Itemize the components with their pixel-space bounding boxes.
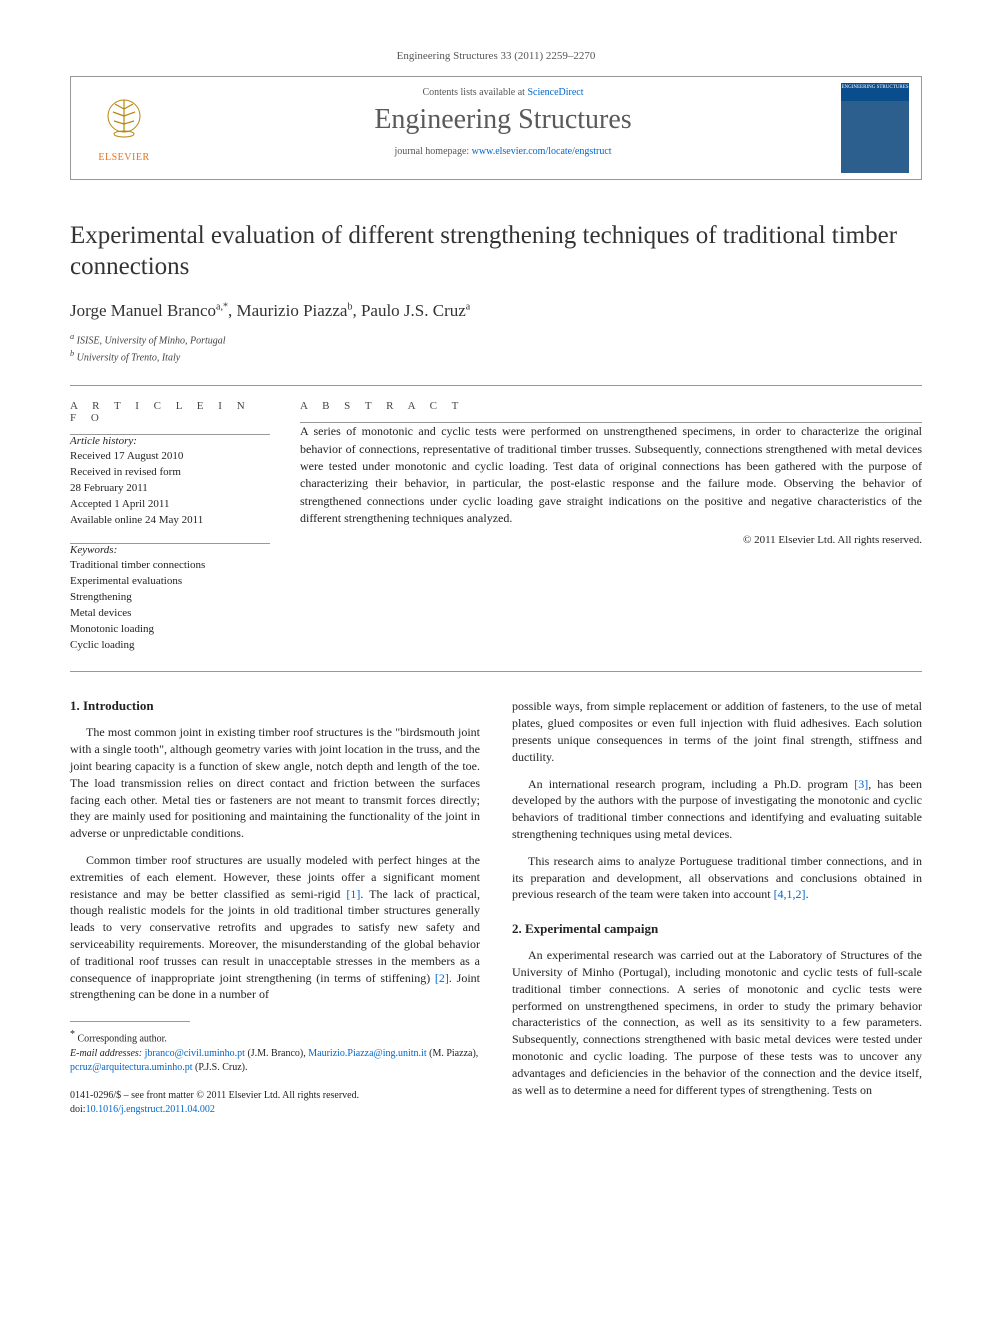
article-info-head: A R T I C L E I N F O [70,400,270,424]
doi-link[interactable]: 10.1016/j.engstruct.2011.04.002 [86,1104,215,1115]
email-who-2: (M. Piazza) [429,1048,476,1059]
affiliation-a: a ISISE, University of Minho, Portugal [70,331,922,348]
author-3-name: Paulo J.S. Cruz [361,301,466,320]
s1-p1: The most common joint in existing timber… [70,724,480,842]
s1-p2: Common timber roof structures are usuall… [70,852,480,1003]
doi-block: 0141-0296/$ – see front matter © 2011 El… [70,1089,480,1117]
author-3: Paulo J.S. Cruza [361,301,470,320]
affil-a-mark: a [70,332,74,341]
affiliations: a ISISE, University of Minho, Portugal b… [70,331,922,366]
header-center: Contents lists available at ScienceDirec… [177,77,829,179]
doi-label: doi: [70,1104,86,1115]
history-line: Accepted 1 April 2011 [70,497,270,513]
author-1-marks: a,* [216,301,228,312]
affiliation-b: b University of Trento, Italy [70,348,922,365]
journal-cover-thumb: ENGINEERING STRUCTURES [829,77,921,179]
keyword: Strengthening [70,590,270,606]
journal-reference: Engineering Structures 33 (2011) 2259–22… [70,50,922,62]
page-root: Engineering Structures 33 (2011) 2259–22… [0,0,992,1157]
star-icon: * [70,1029,75,1040]
history-line: Received in revised form [70,465,270,481]
abstract-text: A series of monotonic and cyclic tests w… [300,423,922,527]
sciencedirect-link[interactable]: ScienceDirect [527,87,583,98]
ref-1-link[interactable]: [1] [346,887,360,901]
s1-p5-a: This research aims to analyze Portuguese… [512,854,922,902]
s1-p3: possible ways, from simple replacement o… [512,698,922,765]
history-line: Available online 24 May 2011 [70,513,270,529]
ref-412-link[interactable]: [4,1,2] [774,887,806,901]
homepage-prefix: journal homepage: [394,146,471,157]
email-addresses-label: E-mail addresses: [70,1048,142,1059]
history-label: Article history: [70,435,270,447]
author-1-name: Jorge Manuel Branco [70,301,216,320]
affil-b-mark: b [70,349,74,358]
affil-b-text: University of Trento, Italy [77,352,181,363]
author-2-marks: b [347,301,352,312]
keyword: Metal devices [70,606,270,622]
cover-thumb-label: ENGINEERING STRUCTURES [841,85,909,91]
ref-3-link[interactable]: [3] [854,777,868,791]
keyword: Experimental evaluations [70,574,270,590]
journal-name: Engineering Structures [177,104,829,136]
affil-a-text: ISISE, University of Minho, Portugal [77,335,226,346]
keywords-lines: Traditional timber connections Experimen… [70,558,270,654]
keyword: Cyclic loading [70,638,270,654]
s2-p1: An experimental research was carried out… [512,947,922,1098]
elsevier-logo: ELSEVIER [71,77,177,179]
authors-line: Jorge Manuel Brancoa,*, Maurizio Piazzab… [70,301,922,321]
article-info-column: A R T I C L E I N F O Article history: R… [70,400,270,653]
email-link-2[interactable]: Maurizio.Piazza@ing.unitn.it [308,1048,426,1059]
author-3-marks: a [466,301,470,312]
email-link-1[interactable]: jbranco@civil.uminho.pt [145,1048,245,1059]
s1-p5-b: . [806,887,809,901]
author-2-name: Maurizio Piazza [237,301,348,320]
s1-p4: An international research program, inclu… [512,776,922,843]
keyword: Monotonic loading [70,622,270,638]
history-line: Received 17 August 2010 [70,449,270,465]
abstract-column: A B S T R A C T A series of monotonic an… [300,400,922,653]
section-2-head: 2. Experimental campaign [512,921,922,937]
ref-2-link[interactable]: [2] [435,971,449,985]
corresponding-label: Corresponding author. [78,1034,167,1045]
bottom-rule [70,671,922,672]
history-lines: Received 17 August 2010 Received in revi… [70,449,270,529]
elsevier-brand-text: ELSEVIER [98,152,149,163]
article-title: Experimental evaluation of different str… [70,220,922,283]
history-line: 28 February 2011 [70,481,270,497]
elsevier-tree-icon [97,94,151,148]
email-link-3[interactable]: pcruz@arquitectura.uminho.pt [70,1062,193,1073]
keywords-label: Keywords: [70,544,270,556]
abstract-head: A B S T R A C T [300,400,922,412]
section-1-head: 1. Introduction [70,698,480,714]
homepage-line: journal homepage: www.elsevier.com/locat… [177,146,829,157]
s1-p2-b: . The lack of practical, though realisti… [70,887,480,985]
keyword: Traditional timber connections [70,558,270,574]
s1-p5: This research aims to analyze Portuguese… [512,853,922,903]
author-1: Jorge Manuel Brancoa,* [70,301,228,320]
author-2: Maurizio Piazzab [237,301,353,320]
body-col-right: possible ways, from simple replacement o… [512,698,922,1116]
s1-p4-a: An international research program, inclu… [528,777,854,791]
footnote-separator [70,1021,190,1022]
email-who-3: (P.J.S. Cruz) [195,1062,245,1073]
contents-prefix: Contents lists available at [422,87,527,98]
info-abstract-row: A R T I C L E I N F O Article history: R… [70,386,922,671]
body-columns: 1. Introduction The most common joint in… [70,698,922,1116]
contents-available-line: Contents lists available at ScienceDirec… [177,87,829,98]
abstract-copyright: © 2011 Elsevier Ltd. All rights reserved… [300,534,922,546]
issn-line: 0141-0296/$ – see front matter © 2011 El… [70,1089,480,1103]
email-who-1: (J.M. Branco) [247,1048,303,1059]
corresponding-footnote: * Corresponding author. E-mail addresses… [70,1028,480,1074]
journal-header: ELSEVIER Contents lists available at Sci… [70,76,922,180]
body-col-left: 1. Introduction The most common joint in… [70,698,480,1116]
homepage-link[interactable]: www.elsevier.com/locate/engstruct [472,146,612,157]
